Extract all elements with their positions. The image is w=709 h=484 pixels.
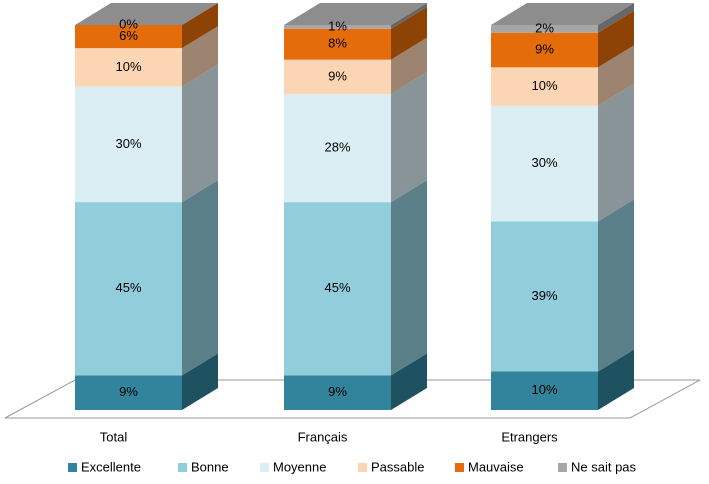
- data-label: 9%: [119, 384, 138, 399]
- legend-label: Passable: [371, 459, 424, 474]
- bar-side: [182, 26, 218, 87]
- bar-top: [284, 3, 427, 25]
- data-label: 28%: [324, 140, 350, 155]
- bar: [284, 59, 391, 95]
- legend-label: Mauvaise: [468, 459, 524, 474]
- legend-label: Moyenne: [273, 459, 326, 474]
- bar-side: [182, 64, 218, 203]
- bar-side: [598, 3, 634, 33]
- x-tick-label: Français: [298, 429, 348, 444]
- bar: [284, 94, 391, 203]
- bar-side: [598, 349, 634, 410]
- bar: [491, 371, 598, 410]
- bar: [75, 202, 182, 376]
- bar: [491, 25, 598, 33]
- bar-side: [391, 37, 427, 95]
- bar: [75, 86, 182, 203]
- data-label: 30%: [115, 136, 141, 151]
- legend-swatch: [260, 463, 269, 472]
- data-label: 9%: [535, 41, 554, 56]
- bar: [284, 28, 391, 60]
- legend-swatch: [358, 463, 367, 472]
- bar-side: [391, 72, 427, 203]
- bar: [491, 221, 598, 372]
- data-label: 10%: [531, 382, 557, 397]
- bar-side: [598, 83, 634, 222]
- data-label: 10%: [115, 59, 141, 74]
- bar: [75, 25, 182, 49]
- bar-side: [182, 353, 218, 410]
- data-label: 39%: [531, 288, 557, 303]
- bar-side: [598, 199, 634, 372]
- bar-side: [391, 353, 427, 410]
- bar-top: [491, 3, 634, 25]
- bar-side: [182, 3, 218, 49]
- bar: [491, 67, 598, 106]
- data-label: 2%: [535, 20, 554, 35]
- legend-label: Bonne: [191, 459, 229, 474]
- data-label: 8%: [328, 36, 347, 51]
- x-tick-label: Total: [100, 429, 128, 444]
- bar-side: [391, 3, 427, 29]
- legend-swatch: [68, 463, 77, 472]
- bar: [491, 105, 598, 222]
- bar-side: [598, 45, 634, 106]
- data-label: 9%: [328, 68, 347, 83]
- bar-side: [598, 10, 634, 68]
- legend-label: Ne sait pas: [571, 459, 637, 474]
- bar-top: [75, 3, 218, 25]
- data-label: 1%: [328, 18, 347, 33]
- data-label: 0%: [119, 16, 138, 31]
- legend-swatch: [455, 463, 464, 472]
- legend-swatch: [558, 463, 567, 472]
- bar: [284, 375, 391, 410]
- bar: [75, 375, 182, 410]
- data-label: 30%: [531, 155, 557, 170]
- x-tick-label: Etrangers: [501, 429, 558, 444]
- legend-label: Excellente: [81, 459, 141, 474]
- bar: [284, 202, 391, 376]
- data-label: 10%: [531, 78, 557, 93]
- bar: [491, 32, 598, 68]
- data-label: 6%: [119, 28, 138, 43]
- bar-side: [391, 180, 427, 376]
- bar-side: [182, 180, 218, 376]
- bar: [284, 25, 391, 29]
- data-label: 45%: [115, 280, 141, 295]
- data-label: 45%: [324, 280, 350, 295]
- data-label: 9%: [328, 384, 347, 399]
- bar: [75, 48, 182, 87]
- bar-side: [391, 6, 427, 60]
- legend-swatch: [178, 463, 187, 472]
